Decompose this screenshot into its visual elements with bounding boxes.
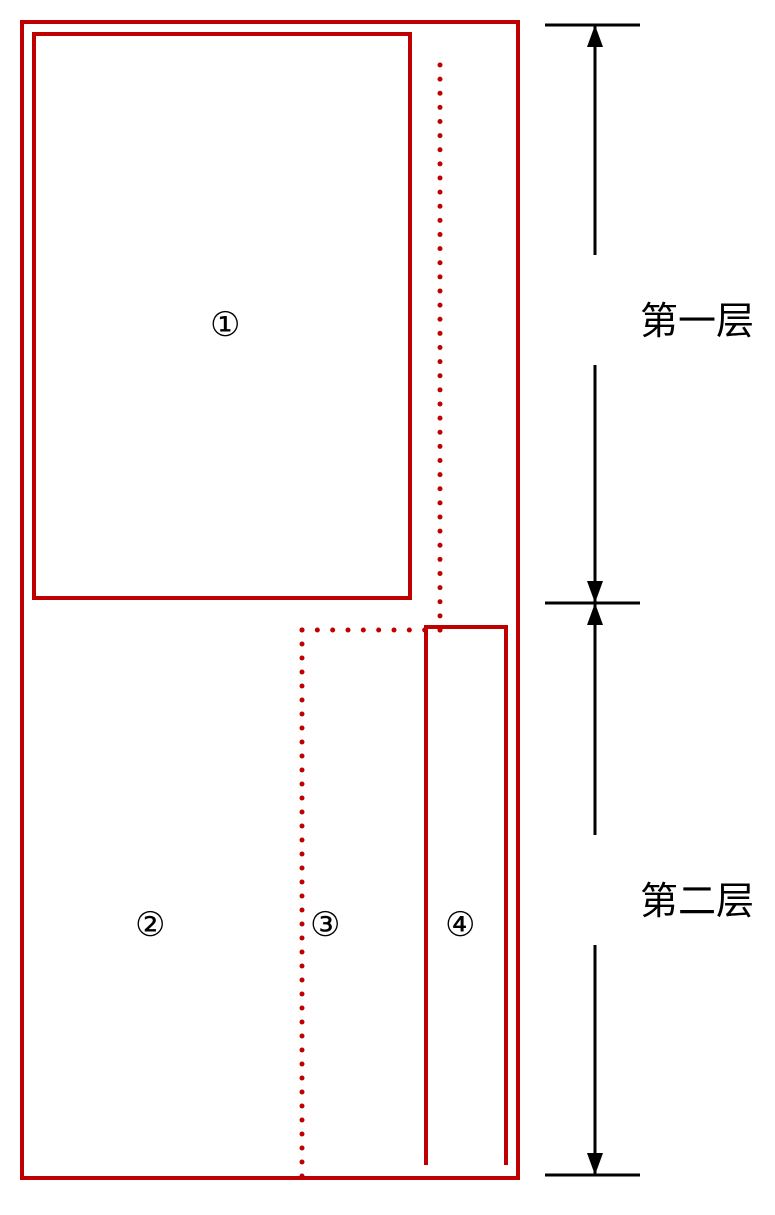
diagram-container: ① ② ③ ④: [20, 20, 520, 1180]
layer-1-label: 第一层: [640, 290, 754, 345]
region-4-label: ④: [445, 905, 475, 945]
layer-2-label: 第二层: [640, 870, 754, 925]
region-2-label: ②: [135, 905, 165, 945]
region-1-label: ①: [210, 305, 240, 345]
dotted-divider-svg: [20, 20, 520, 1180]
region-3-label: ③: [310, 905, 340, 945]
